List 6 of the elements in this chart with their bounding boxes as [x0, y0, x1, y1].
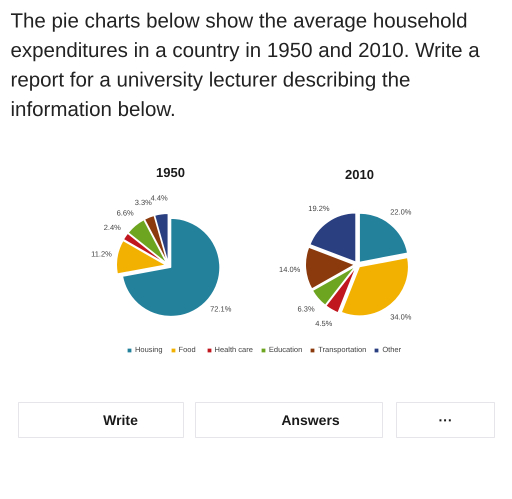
text: ··· [438, 412, 453, 428]
text: Write [103, 412, 138, 428]
text: Answers [281, 412, 340, 428]
text: The pie charts below show the average household expenditures in a country in 1950 and 2010. Write a report for a university lecturer describing the information below. [10, 10, 480, 121]
chart-title: 2010 [345, 167, 374, 182]
chart-title: 1950 [156, 165, 185, 180]
